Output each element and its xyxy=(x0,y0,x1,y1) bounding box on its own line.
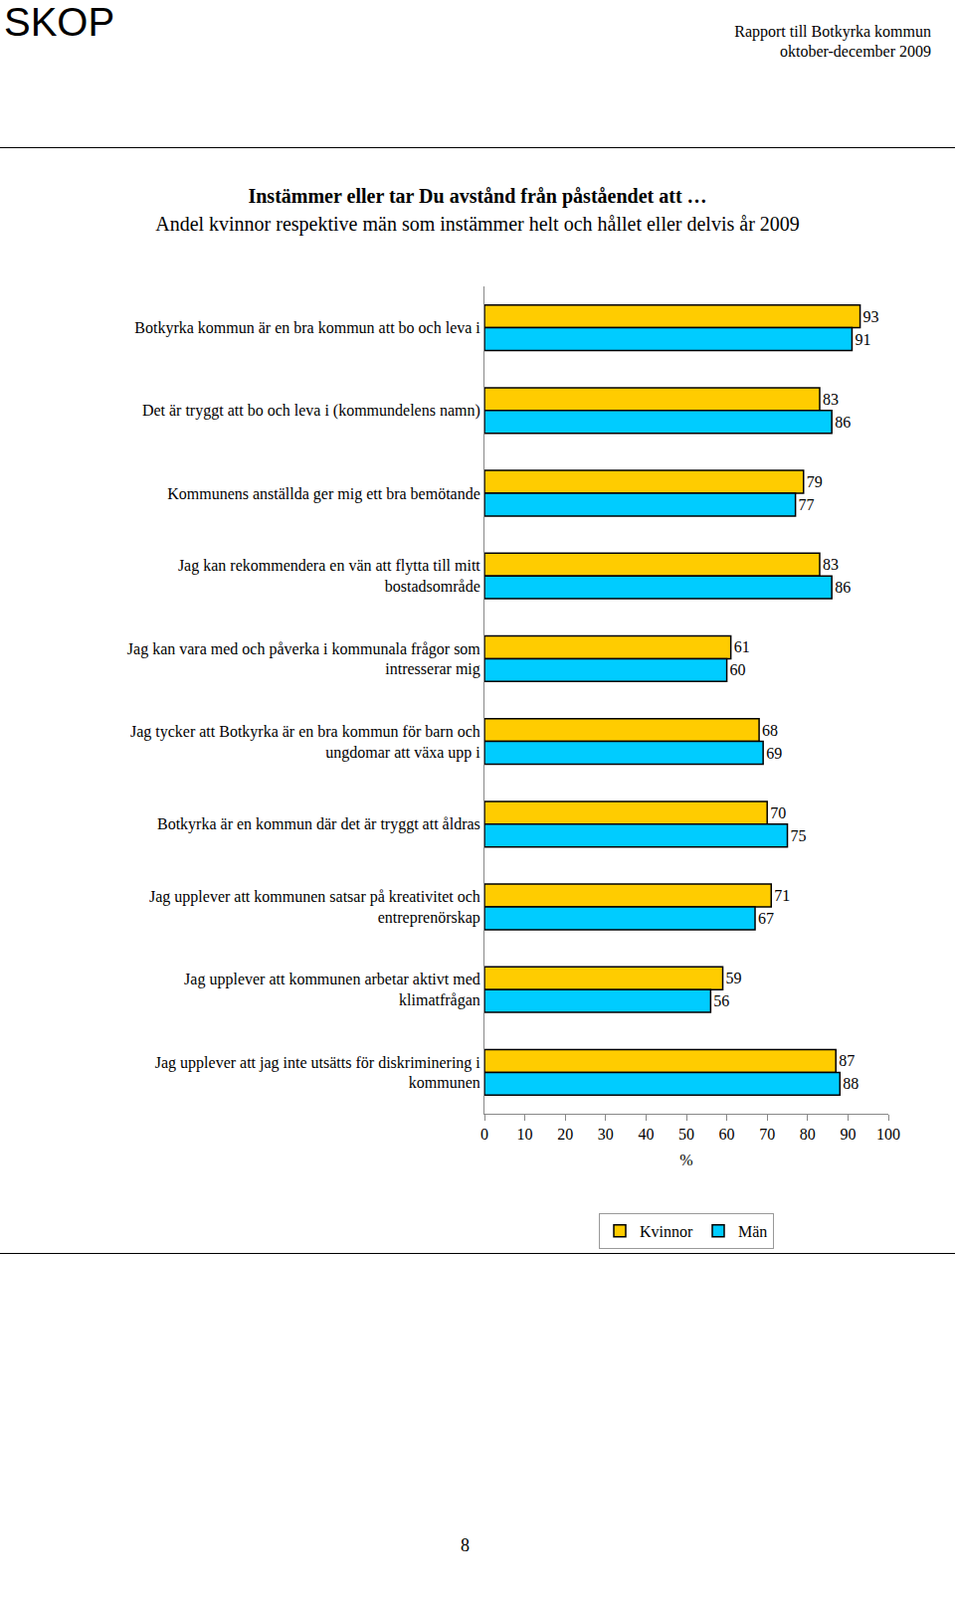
svg-text:Kommunens anställda ger mig et: Kommunens anställda ger mig ett bra bemö… xyxy=(167,485,481,504)
svg-text:71: 71 xyxy=(773,887,790,905)
svg-text:86: 86 xyxy=(834,413,851,431)
svg-text:40: 40 xyxy=(637,1126,654,1144)
svg-text:10: 10 xyxy=(517,1126,534,1144)
svg-text:83: 83 xyxy=(822,556,839,573)
svg-text:86: 86 xyxy=(834,578,851,596)
svg-text:79: 79 xyxy=(806,473,823,491)
svg-text:Botkyrka kommun är en bra komm: Botkyrka kommun är en bra kommun att bo … xyxy=(134,319,481,338)
svg-text:20: 20 xyxy=(557,1126,573,1144)
svg-text:100: 100 xyxy=(876,1126,901,1144)
svg-text:50: 50 xyxy=(678,1126,695,1144)
svg-text:69: 69 xyxy=(765,745,782,763)
svg-text:%: % xyxy=(679,1151,693,1169)
svg-text:91: 91 xyxy=(854,331,871,349)
svg-text:90: 90 xyxy=(839,1126,856,1144)
svg-text:Jag tycker att Botkyrka är en: Jag tycker att Botkyrka är en bra kommun… xyxy=(130,723,481,763)
svg-text:80: 80 xyxy=(799,1126,816,1144)
svg-text:68: 68 xyxy=(762,722,778,740)
svg-text:Jag kan vara med och påverka i: Jag kan vara med och påverka i kommunala… xyxy=(127,640,482,680)
svg-text:30: 30 xyxy=(597,1126,614,1144)
html-text:Instämmer eller tar Du avstånd: Instämmer eller tar Du avstånd från påst… xyxy=(248,185,707,207)
svg-text:70: 70 xyxy=(769,804,786,822)
svg-text:67: 67 xyxy=(758,910,774,928)
svg-text:87: 87 xyxy=(838,1052,855,1070)
svg-text:Jag upplever att kommunen sats: Jag upplever att kommunen satsar på krea… xyxy=(149,888,481,928)
html-text:Andel kvinnor respektive män s: Andel kvinnor respektive män som instämm… xyxy=(155,212,800,235)
svg-text:60: 60 xyxy=(730,661,747,679)
svg-text:Jag upplever att kommunen arbe: Jag upplever att kommunen arbetar aktivt… xyxy=(184,970,481,1010)
svg-text:Jag kan rekommendera en vän at: Jag kan rekommendera en vän att flytta t… xyxy=(178,557,481,595)
svg-text:56: 56 xyxy=(713,992,730,1010)
svg-text:Jag upplever att jag inte utsä: Jag upplever att jag inte utsätts för di… xyxy=(155,1054,482,1093)
svg-text:77: 77 xyxy=(798,496,815,514)
svg-text:93: 93 xyxy=(863,308,880,326)
svg-text:88: 88 xyxy=(842,1075,859,1093)
svg-text:70: 70 xyxy=(759,1126,775,1144)
svg-text:75: 75 xyxy=(790,827,807,845)
html-text:oktober-december 2009: oktober-december 2009 xyxy=(779,42,932,60)
svg-text:Det är tryggt att bo och leva: Det är tryggt att bo och leva i (kommund… xyxy=(142,401,481,420)
svg-text:Kvinnor: Kvinnor xyxy=(639,1223,694,1241)
svg-text:Botkyrka är en kommun där det: Botkyrka är en kommun där det är tryggt … xyxy=(157,815,481,834)
svg-text:61: 61 xyxy=(734,638,751,656)
svg-text:59: 59 xyxy=(726,969,743,987)
html-text:Rapport till Botkyrka kommun: Rapport till Botkyrka kommun xyxy=(734,22,932,40)
svg-text:60: 60 xyxy=(719,1126,736,1144)
svg-text:83: 83 xyxy=(822,390,839,408)
html-text:SKOP: SKOP xyxy=(3,0,115,44)
html-text:8: 8 xyxy=(460,1535,470,1556)
svg-text:Män: Män xyxy=(738,1223,767,1241)
svg-text:0: 0 xyxy=(480,1126,489,1144)
